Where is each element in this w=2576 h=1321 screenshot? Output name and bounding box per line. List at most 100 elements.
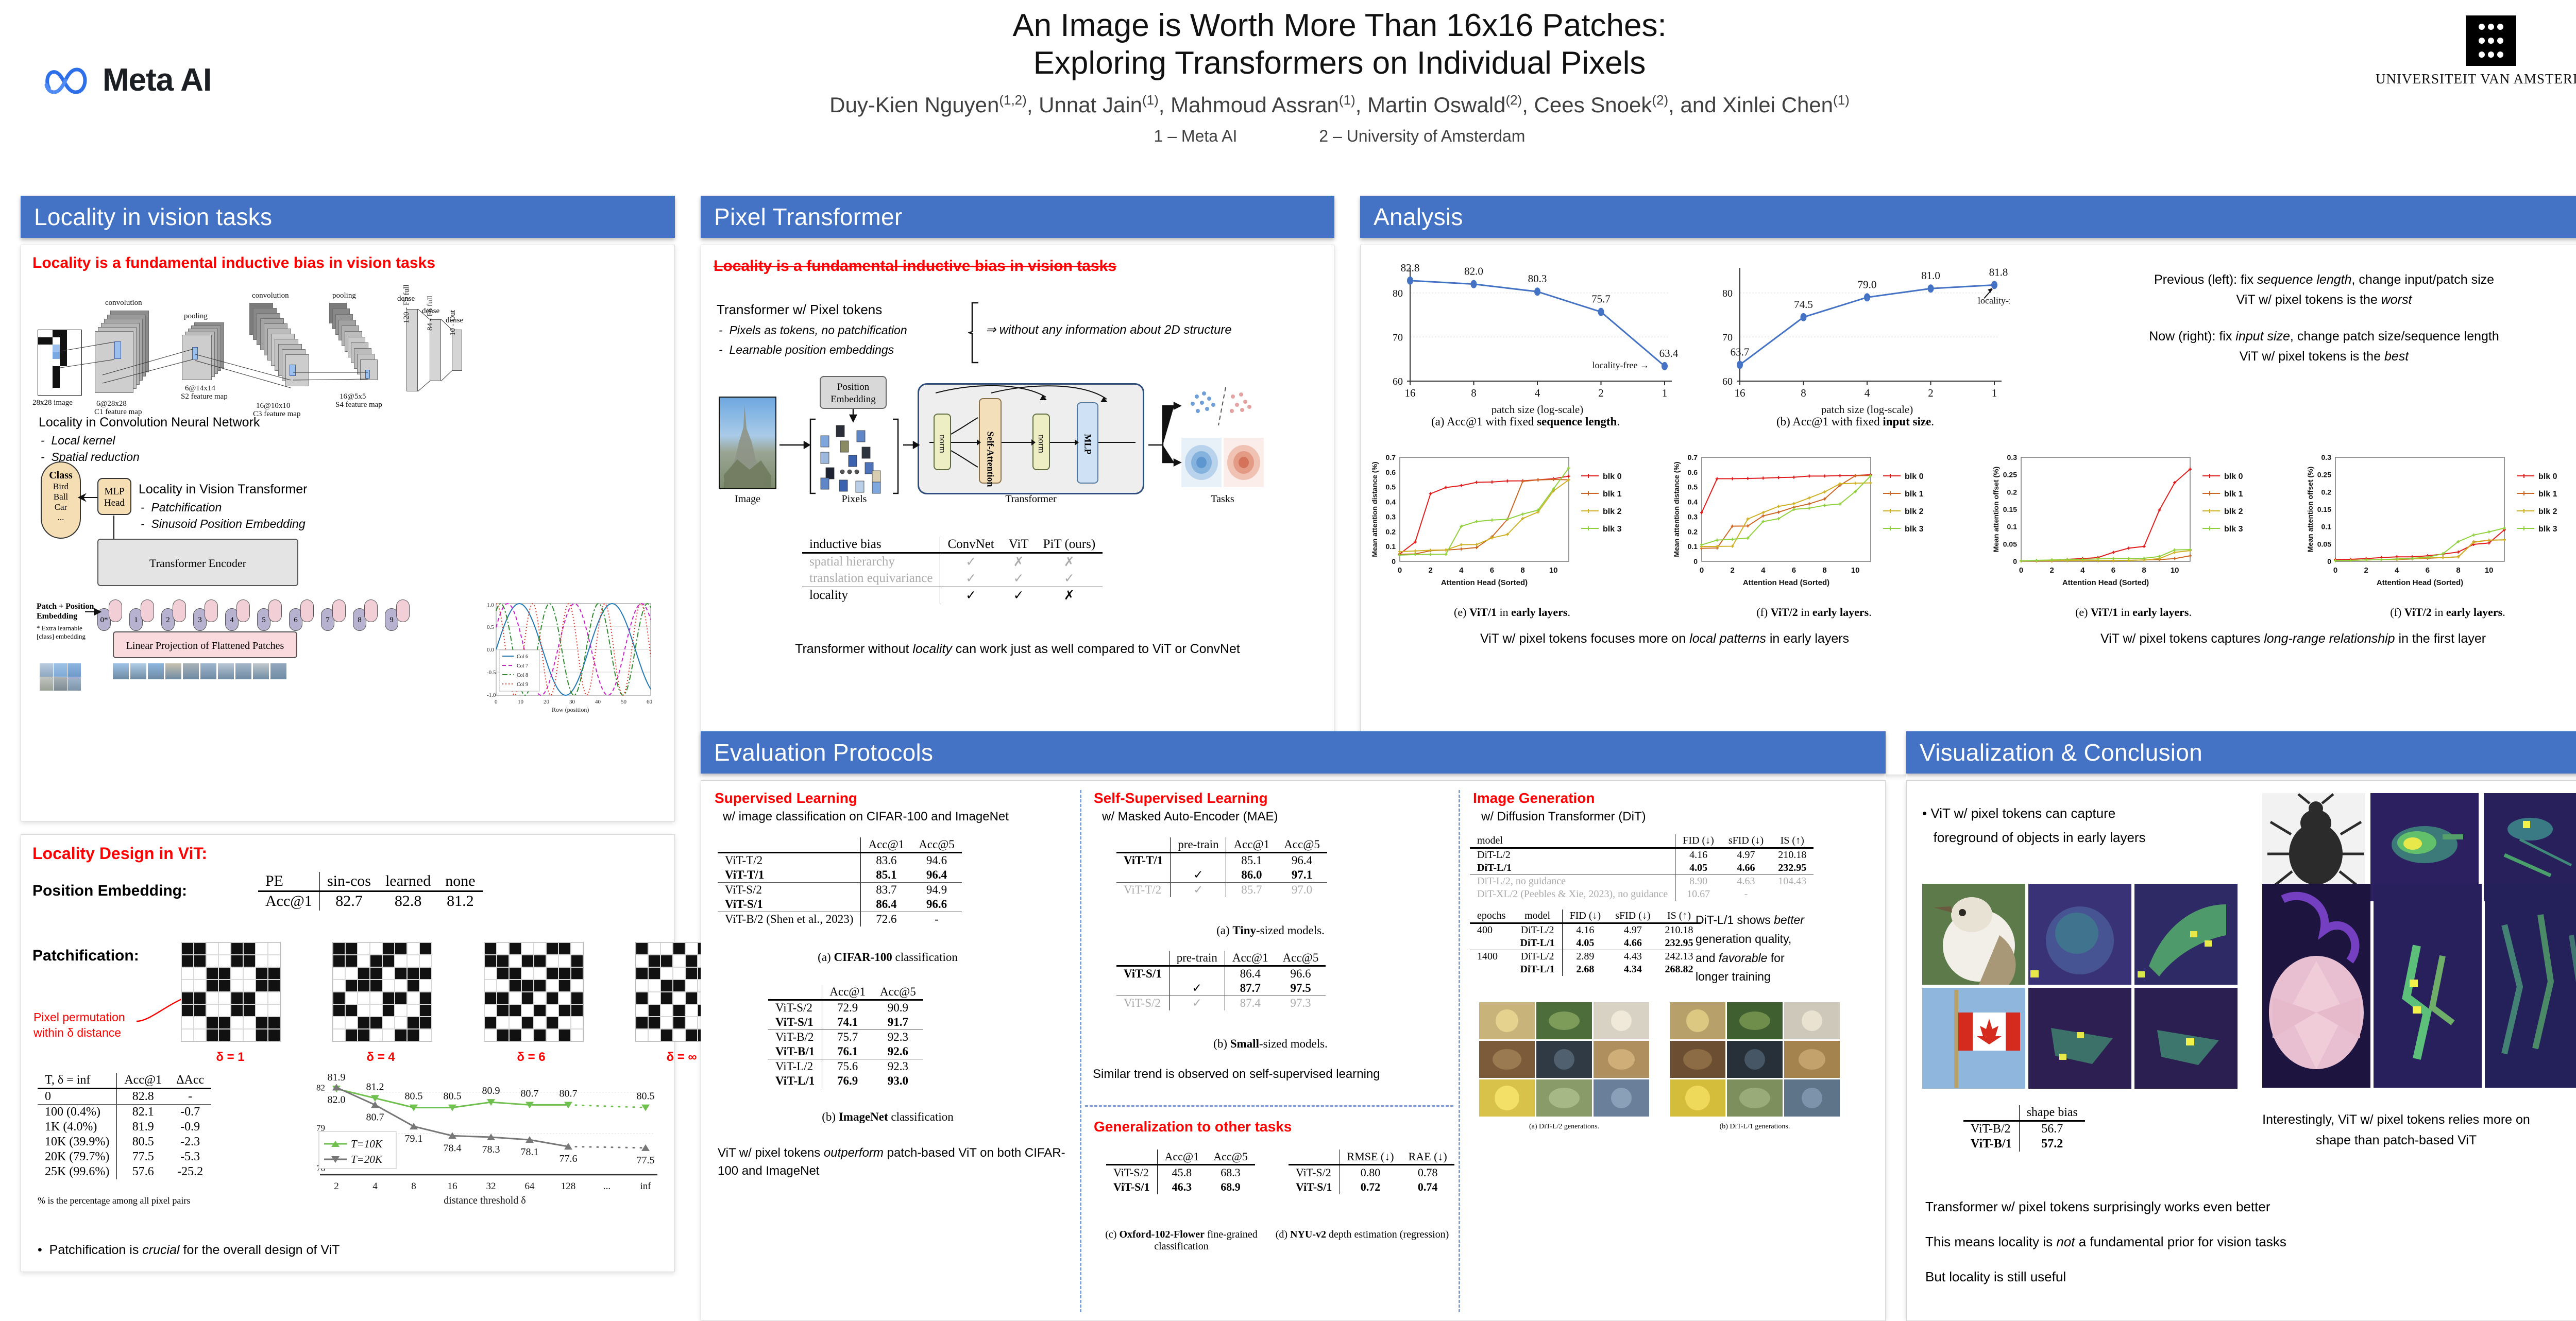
- attn-series-line: [1399, 478, 1569, 555]
- table-col-header: learned: [378, 872, 438, 892]
- analysis-chart-b-svg: 60 70 80 63.7 16 74.5 8 79.0 4 81.0 2 81.8 1 patch si…: [1722, 266, 2023, 416]
- table-row: 25K (99.6%) 57.6 -25.2: [38, 1164, 211, 1179]
- sinusoid-curve: [496, 603, 651, 696]
- table-row: ViT-B/2 (Shen et al., 2023) 72.6 -: [718, 912, 962, 927]
- viz-bird-flag-grid: [1922, 884, 2247, 1092]
- delta-marker: [487, 1133, 495, 1140]
- table-cell: 45.8: [1157, 1164, 1207, 1180]
- svg-text:1.0: 1.0: [487, 602, 494, 608]
- table-row: 20K (79.7%) 77.5 -5.3: [38, 1150, 211, 1164]
- table-cell: ViT-T/1: [718, 868, 861, 883]
- panel-locality: Locality in vision tasks Locality is a f…: [21, 196, 675, 821]
- attn-xtick: 6: [1792, 566, 1796, 575]
- table-cell: 4.16: [1562, 923, 1608, 937]
- table-col-header: inductive bias: [802, 537, 940, 554]
- attn-xtick: 6: [2426, 566, 2430, 575]
- table-row: DiT-L/2, no guidance 8.90 4.63 104.43: [1470, 874, 1814, 888]
- cifar100-caption: (a) CIFAR-100 classification: [818, 951, 958, 964]
- table-cell: ViT-S/1: [1124, 967, 1162, 980]
- table-cell: 81.2: [447, 893, 474, 910]
- table-cell: ✗: [1013, 555, 1024, 569]
- attn-series-line: [1701, 474, 1871, 513]
- table-cell: 104.43: [1778, 876, 1807, 887]
- attn-ytick: 0.3: [2007, 453, 2018, 461]
- acc-xtick: 8: [1471, 387, 1477, 399]
- table-cell: 83.6: [860, 852, 912, 868]
- attn-legend-label: blk 0: [2224, 472, 2243, 481]
- acc-point-label: 63.4: [1659, 347, 1679, 359]
- table-cell: ✓: [1170, 882, 1226, 897]
- panel-evaluation-header: Evaluation Protocols: [701, 731, 1886, 774]
- table-cell: 96.6: [1290, 967, 1311, 980]
- delta-point-label: 80.7: [560, 1088, 578, 1099]
- delta-xtick: 32: [486, 1181, 496, 1192]
- table-row: locality ✓ ✓ ✗: [802, 587, 1103, 604]
- attn-xtick: 6: [2111, 566, 2115, 575]
- table-col-header: ConvNet: [940, 537, 1002, 554]
- panel-visualization-body: • ViT w/ pixel tokens can capture foregr…: [1906, 780, 2576, 1321]
- table-header-row: Acc@1 Acc@5: [718, 837, 962, 853]
- pit-scatter-icon: [1191, 387, 1251, 426]
- acc-point: [1927, 284, 1934, 293]
- delta-ytick: 79: [316, 1123, 325, 1133]
- lenet-s4-sublabel: S4 feature map: [335, 401, 382, 409]
- analysis-chart-b: 60 70 80 63.7 16 74.5 8 79.0 4 81.0 2 81.8 1 patch si…: [1701, 255, 2023, 416]
- delta-point-label: 80.9: [482, 1085, 500, 1096]
- table-col-header: ΔAcc: [169, 1073, 212, 1089]
- lenet-pool2-label: pooling: [332, 291, 356, 300]
- acc-xtick: 16: [1405, 387, 1416, 399]
- table-row: ✓ 86.0 97.1: [1116, 868, 1327, 883]
- lenet-pool1-label: pooling: [184, 312, 208, 320]
- table-col-header: Acc@5: [1206, 1150, 1255, 1165]
- table-cell: ✓: [940, 587, 1002, 604]
- attn-ytick: 0.6: [1386, 468, 1396, 476]
- pe-table: PE sin-cos learned none Acc@1 82.7 82.8 81.2: [258, 872, 483, 911]
- table-cell: 4.97: [1623, 924, 1642, 936]
- attn-ytick: 0: [1693, 557, 1698, 565]
- panel-pixel-transformer: Pixel Transformer Locality is a fundamen…: [701, 196, 1334, 775]
- dit-note: DiT-L/1 shows better generation quality, a…: [1696, 913, 1804, 984]
- dit-main-table: model FID (↓) sFID (↓) IS (↑) DiT-L/2 4.16 4.9…: [1470, 834, 1814, 901]
- table-row: ViT-S/1 74.1 91.7: [768, 1015, 923, 1030]
- delta-legend-label: T=20K: [351, 1153, 383, 1165]
- patchification-checkerboard: [484, 942, 584, 1042]
- delta-label: δ = 1: [216, 1050, 245, 1064]
- table-cell: ViT-S/1: [768, 1015, 822, 1030]
- sinusoid-curve: [496, 603, 651, 696]
- table-cell: 0.74: [1417, 1180, 1438, 1193]
- panel-analysis-header: Analysis: [1360, 196, 2576, 238]
- page-title-line1: An Image is Worth More Than 16x16 Patche…: [1012, 8, 1667, 43]
- table-cell: 75.6: [822, 1059, 873, 1074]
- attn-ytick: 0.2: [1688, 527, 1698, 536]
- uva-wordmark: UNIVERSITEIT VAN AMSTERDAM: [2375, 71, 2576, 87]
- attn-xlabel: Attention Head (Sorted): [1441, 578, 1528, 587]
- attn-ytick: 0.7: [1386, 453, 1396, 461]
- attn-ytick: 0.2: [1386, 527, 1396, 536]
- table-cell: 91.7: [873, 1015, 923, 1030]
- table-cell: 82.8: [116, 1088, 170, 1105]
- table-cell: 0.72: [1339, 1180, 1401, 1194]
- tiny-models-table: pre-train Acc@1 Acc@5 ViT-T/1 85.1 96.4 ✓ 86.0 9…: [1116, 837, 1327, 897]
- table-cell: 96.6: [911, 897, 962, 912]
- svg-text:10: 10: [518, 699, 524, 705]
- acc-xtick: 16: [1735, 387, 1745, 399]
- pit-footer-note: Transformer without locality can work ju…: [795, 642, 1240, 656]
- table-col-header: IS (↑): [1771, 834, 1814, 849]
- table-row: ViT-B/1 57.2: [1963, 1137, 2085, 1152]
- delta-marker: [448, 1104, 456, 1111]
- panel-visualization: Visualization & Conclusion • ViT w/ pixe…: [1906, 731, 2576, 1321]
- attn-ytick: 0.4: [1688, 498, 1698, 506]
- cifar100-table: Acc@1 Acc@5 ViT-T/2 83.6 94.6 ViT-T/1 85.1 96.4…: [718, 837, 962, 927]
- svg-text:-1.0: -1.0: [487, 692, 496, 698]
- vit-patch-thumb: [235, 663, 251, 679]
- generation-title: Image Generation: [1473, 790, 1595, 806]
- table-col-header: ViT: [1001, 537, 1036, 554]
- table-col-header: sFID (↓): [1608, 910, 1658, 924]
- analysis-chart-a-caption: (a) Acc@1 with fixed sequence length.: [1431, 415, 1620, 428]
- lenet-out-bar: [452, 330, 462, 371]
- poster-header: Meta AI An Image is Worth More Than 16x1…: [0, 0, 2576, 185]
- svg-text:0: 0: [495, 699, 498, 705]
- lenet-c1-sublabel: C1 feature map: [94, 408, 142, 416]
- table-row: 1K (4.0%) 81.9 -0.9: [38, 1120, 211, 1135]
- table-cell: 0: [38, 1088, 117, 1105]
